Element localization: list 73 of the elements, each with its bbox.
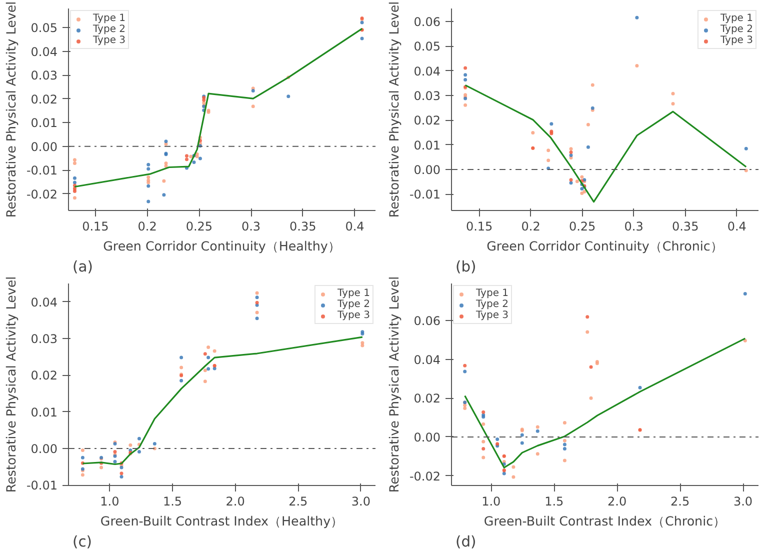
legend-label: Type 2	[720, 24, 753, 35]
x-tick-label: 3.0	[351, 494, 370, 508]
y-tick-label: 0.01	[30, 116, 58, 130]
y-axis-title: Restorative Physical Activity Level	[3, 276, 18, 493]
x-tick-label: 0.25	[186, 220, 213, 234]
x-tick-label: 0.35	[290, 220, 316, 234]
y-tick-label: 0.05	[30, 21, 58, 36]
y-tick-label: -0.02	[26, 187, 58, 202]
x-axis-title: Green-Built Contrast Index（Chronic）	[484, 514, 726, 528]
text: (d)	[456, 534, 476, 550]
x-tick-label: 0.15	[466, 220, 493, 234]
y-tick-label: -0.01	[26, 164, 58, 178]
legend-label: Type 3	[476, 310, 509, 321]
y-tick-label: -0.02	[409, 469, 441, 484]
y-tick-label: 0.00	[30, 140, 58, 154]
y-tick-label: 0.04	[30, 44, 58, 59]
y-axis-title: Restorative Physical Activity Level	[3, 1, 18, 218]
y-tick-label: 0.03	[414, 89, 440, 104]
y-tick-label: 0.00	[414, 430, 440, 444]
y-tick-label: 0.01	[414, 138, 440, 152]
y-tick-label: 0.02	[30, 92, 58, 106]
legend-label: Type 3	[720, 35, 753, 46]
legend-label: Type 1	[720, 13, 753, 24]
x-tick-label: 1.0	[100, 494, 120, 508]
x-tick-label: 2.0	[608, 494, 627, 508]
x-tick-label: 1.0	[482, 494, 501, 508]
x-axis-title: Green Corridor Continuity（Chronic）	[486, 238, 724, 254]
legend-label: Type 3	[93, 35, 126, 46]
text: (a)	[72, 258, 93, 276]
text: (c)	[72, 534, 92, 550]
x-tick-label: 1.5	[544, 494, 564, 508]
y-tick-label: 0.04	[30, 295, 58, 310]
text: (b)	[456, 258, 476, 276]
y-tick-label: 0.03	[30, 68, 58, 83]
legend-label: Type 2	[337, 299, 370, 310]
x-tick-label: 0.3	[624, 220, 644, 234]
y-tick-label: 0.05	[414, 40, 440, 54]
y-tick-label: 0.06	[414, 15, 440, 30]
x-tick-label: 0.4	[727, 220, 746, 234]
x-tick-label: 0.2	[521, 220, 540, 234]
y-tick-label: 0.01	[30, 405, 58, 420]
x-tick-label: 2.5	[288, 494, 308, 508]
x-tick-label: 0.15	[82, 220, 109, 234]
legend-label: Type 2	[93, 24, 126, 35]
x-axis-title: Green-Built Contrast Index（Healthy）	[100, 514, 344, 528]
x-tick-label: 0.35	[672, 220, 699, 234]
x-axis-title: Green Corridor Continuity（Healthy）	[103, 238, 341, 254]
x-tick-label: 1.5	[162, 494, 182, 508]
y-tick-label: 0.02	[30, 368, 58, 383]
legend-label: Type 3	[337, 310, 370, 321]
legend-label: Type 2	[476, 299, 509, 310]
y-tick-label: 0.00	[30, 442, 58, 456]
y-axis-title: Restorative Physical Activity Level	[386, 1, 402, 218]
y-tick-label: 0.02	[414, 114, 440, 128]
y-tick-label: 0.02	[414, 392, 440, 406]
y-tick-label: -0.01	[409, 188, 441, 202]
y-tick-label: 0.03	[30, 332, 58, 346]
legend-label: Type 1	[476, 288, 509, 299]
x-tick-label: 0.3	[242, 220, 261, 234]
x-tick-label: 2.5	[670, 494, 690, 508]
x-tick-label: 3.0	[733, 494, 753, 508]
x-tick-label: 0.4	[345, 220, 364, 234]
y-tick-label: 0.04	[414, 64, 440, 78]
y-tick-label: 0.06	[414, 314, 440, 328]
y-axis-title: Restorative Physical Activity Level	[386, 276, 402, 493]
y-tick-label: -0.01	[26, 478, 58, 493]
legend-label: Type 1	[93, 13, 126, 24]
x-tick-label: 2.0	[226, 494, 245, 508]
legend-label: Type 1	[337, 288, 370, 299]
x-tick-label: 0.2	[138, 220, 157, 234]
x-tick-label: 0.25	[568, 220, 596, 234]
y-tick-label: 0.04	[414, 352, 440, 367]
y-tick-label: 0.00	[414, 163, 440, 178]
